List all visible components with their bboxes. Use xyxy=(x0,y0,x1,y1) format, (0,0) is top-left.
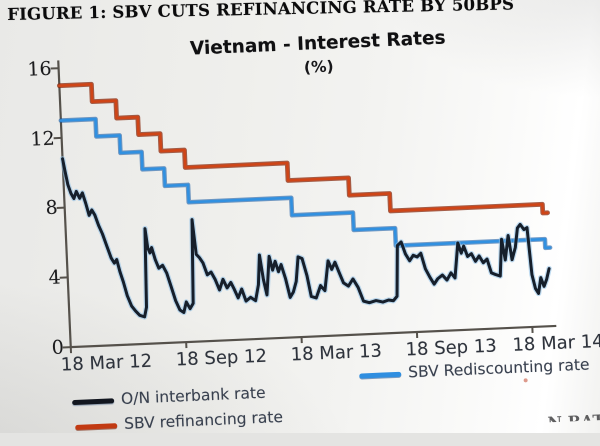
axis-lines xyxy=(58,39,556,347)
legend-item-refinancing: SBV refinancing rate xyxy=(75,417,76,439)
sbv-rediscounting-rate-line xyxy=(61,99,550,268)
legend-swatch-red-line-icon xyxy=(75,423,117,429)
figure-content: FIGURE 1: SBV CUTS REFINANCING RATE BY 5… xyxy=(0,0,600,433)
photo-speck xyxy=(524,378,528,382)
x-tick-label-2: 18 Sep 12 xyxy=(161,345,282,371)
y-tick-label-8: 8 xyxy=(11,197,58,221)
legend-swatch-black-line-icon xyxy=(72,398,114,404)
legend-swatch-blue-line-icon xyxy=(359,372,401,378)
y-tick-label-12: 12 xyxy=(8,127,55,151)
y-tick-label-4: 4 xyxy=(14,267,61,291)
x-tick-label-1: 18 Mar 12 xyxy=(46,350,167,376)
legend-label-rediscounting: SBV Rediscounting rate xyxy=(408,356,590,382)
x-tick-label-3: 18 Mar 13 xyxy=(276,340,397,366)
x-tick-label-4: 18 Sep 13 xyxy=(391,335,512,361)
legend-label-on-interbank: O/N interbank rate xyxy=(121,384,266,408)
o-n-interbank-rate-halo xyxy=(63,138,551,320)
sbv-refinancing-rate-line xyxy=(59,65,547,234)
plot-svg xyxy=(11,30,584,369)
o-n-interbank-rate-line xyxy=(63,138,551,320)
x-tick-label-5: 18 Mar 14 xyxy=(498,330,600,356)
y-tick-label-16: 16 xyxy=(5,58,52,82)
cutoff-text-fragment: N RAT xyxy=(547,410,600,422)
legend-item-rediscounting: SBV Rediscounting rate xyxy=(359,366,360,388)
legend-item-on-interbank: O/N interbank rate xyxy=(72,392,73,414)
legend-label-refinancing: SBV refinancing rate xyxy=(124,408,284,433)
